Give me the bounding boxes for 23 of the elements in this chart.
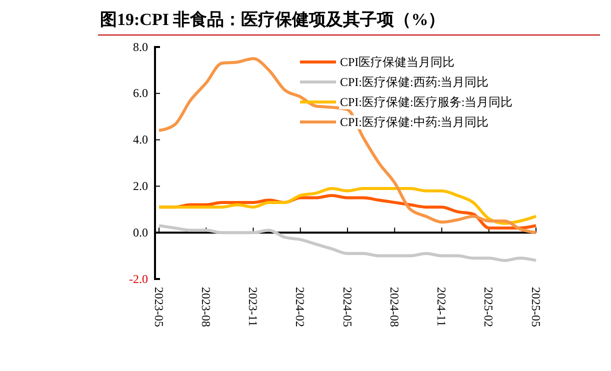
x-tick-label: 2023-05 bbox=[152, 287, 166, 327]
legend-label: CPI:医疗保健:西药:当月同比 bbox=[340, 75, 489, 90]
y-tick-label: 6.0 bbox=[133, 86, 148, 100]
y-tick-label: 4.0 bbox=[133, 132, 148, 147]
x-tick-label: 2024-08 bbox=[387, 287, 402, 327]
line-series bbox=[158, 187, 538, 225]
x-tick-label: 2025-02 bbox=[482, 287, 496, 327]
x-tick-label: 2023-08 bbox=[198, 287, 213, 327]
x-tick-label: 2023-11 bbox=[246, 287, 260, 327]
legend-label: CPI:医疗保健:医疗服务:当月同比 bbox=[340, 95, 513, 110]
line-series bbox=[158, 224, 538, 262]
y-tick-label: 2.0 bbox=[133, 179, 148, 194]
legend-label: CPI:医疗保健:中药:当月同比 bbox=[340, 115, 489, 130]
line-series bbox=[158, 57, 538, 234]
y-tick-label: 0.0 bbox=[133, 225, 148, 240]
x-tick-label: 2024-02 bbox=[293, 287, 308, 327]
y-tick-label: -2.0 bbox=[129, 272, 148, 286]
x-tick-label: 2024-05 bbox=[340, 287, 354, 327]
x-tick-label: 2024-11 bbox=[434, 287, 449, 327]
chart-title: 图19:CPI 非食品：医疗保健项及其子项（%） bbox=[100, 10, 446, 29]
y-tick-label: 8.0 bbox=[133, 40, 148, 54]
x-tick-label: 2025-05 bbox=[528, 287, 543, 327]
legend-label: CPI医疗保健当月同比 bbox=[340, 55, 455, 70]
